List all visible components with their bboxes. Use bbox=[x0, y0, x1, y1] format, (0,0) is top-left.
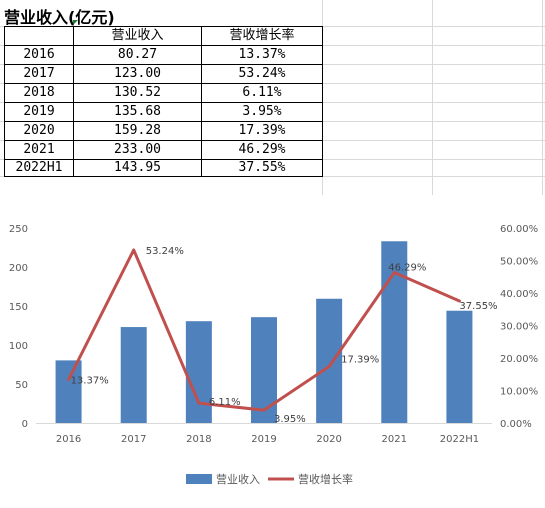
cell-year[interactable]: 2020 bbox=[23, 123, 55, 138]
table-border bbox=[4, 64, 322, 65]
growth-data-label: 53.24% bbox=[146, 246, 184, 257]
chart-svg: 0 50 100 150 200 250 0.00% 10.00% 20.00% 30.00% 40… bbox=[0, 195, 545, 504]
y-left-tick-label: 0 bbox=[22, 419, 28, 430]
cell-growth[interactable]: 53.24% bbox=[238, 66, 286, 81]
x-tick-label: 2017 bbox=[121, 434, 146, 445]
y-left-tick-label: 250 bbox=[9, 224, 28, 235]
cell-year[interactable]: 2022H1 bbox=[15, 160, 63, 175]
growth-data-label: 37.55% bbox=[459, 301, 497, 312]
growth-data-label: 6.11% bbox=[209, 397, 241, 408]
growth-data-label: 3.95% bbox=[274, 414, 306, 425]
cell-year[interactable]: 2016 bbox=[23, 47, 55, 62]
table-border bbox=[4, 83, 322, 84]
cell-revenue[interactable]: 143.95 bbox=[114, 160, 161, 175]
cell-growth[interactable]: 17.39% bbox=[238, 123, 286, 138]
cell-revenue[interactable]: 80.27 bbox=[117, 47, 158, 62]
y-left-tick-label: 150 bbox=[9, 302, 28, 313]
cell-revenue[interactable]: 159.28 bbox=[114, 123, 161, 138]
table-border bbox=[4, 159, 322, 160]
sheet-gridline bbox=[432, 0, 433, 195]
cell-revenue[interactable]: 130.52 bbox=[114, 85, 161, 100]
revenue-bar bbox=[120, 327, 147, 423]
header-cell-growth[interactable]: 营收增长率 bbox=[229, 28, 295, 43]
cell-year[interactable]: 2019 bbox=[23, 104, 55, 119]
cell-growth[interactable]: 13.37% bbox=[238, 47, 286, 62]
header-cell-revenue[interactable]: 营业收入 bbox=[111, 28, 164, 43]
revenue-bar bbox=[316, 298, 343, 423]
legend-growth-label: 营收增长率 bbox=[298, 472, 353, 486]
growth-data-label: 13.37% bbox=[71, 376, 109, 387]
table-border bbox=[4, 45, 322, 46]
table-border bbox=[4, 26, 322, 27]
revenue-bar bbox=[55, 360, 82, 423]
revenue-bar bbox=[251, 317, 277, 423]
y-right-tick-label: 40.00% bbox=[500, 289, 538, 300]
y-left-tick-label: 100 bbox=[9, 341, 28, 352]
cell-revenue[interactable]: 123.00 bbox=[114, 66, 161, 81]
cell-revenue[interactable]: 233.00 bbox=[114, 142, 161, 157]
cell-year[interactable]: 2021 bbox=[23, 142, 55, 157]
cell-growth[interactable]: 3.95% bbox=[242, 104, 282, 119]
table-border bbox=[4, 176, 322, 177]
x-tick-label: 2018 bbox=[186, 434, 211, 445]
table-border bbox=[322, 26, 323, 177]
y-left-tick-label: 200 bbox=[9, 263, 28, 274]
x-tick-label: 2021 bbox=[382, 434, 407, 445]
legend-revenue-label: 营业收入 bbox=[216, 472, 260, 486]
fill-handle-marker bbox=[73, 20, 78, 25]
cell-year[interactable]: 2018 bbox=[23, 85, 55, 100]
y-left-tick-label: 50 bbox=[15, 380, 28, 391]
cell-growth[interactable]: 37.55% bbox=[238, 160, 286, 175]
legend-revenue-swatch bbox=[186, 474, 212, 484]
table-border bbox=[73, 26, 74, 177]
growth-data-label: 46.29% bbox=[388, 263, 426, 274]
cell-growth[interactable]: 6.11% bbox=[242, 85, 282, 100]
sheet-title[interactable]: 营业收入(亿元) bbox=[4, 8, 115, 27]
y-right-tick-label: 0.00% bbox=[500, 419, 532, 430]
y-right-tick-label: 10.00% bbox=[500, 387, 538, 398]
x-tick-label: 2016 bbox=[56, 434, 81, 445]
y-right-tick-label: 50.00% bbox=[500, 257, 538, 268]
x-tick-label: 2020 bbox=[316, 434, 341, 445]
cell-growth[interactable]: 46.29% bbox=[238, 142, 286, 157]
x-tick-label: 2022H1 bbox=[440, 434, 479, 445]
combo-chart[interactable]: 0 50 100 150 200 250 0.00% 10.00% 20.00% 30.00% 40… bbox=[0, 195, 545, 504]
revenue-bar bbox=[185, 321, 212, 423]
x-tick-label: 2019 bbox=[251, 434, 276, 445]
table-border bbox=[201, 26, 202, 177]
y-right-tick-label: 20.00% bbox=[500, 354, 538, 365]
y-right-tick-label: 60.00% bbox=[500, 224, 538, 235]
table-border bbox=[4, 140, 322, 141]
cell-revenue[interactable]: 135.68 bbox=[114, 104, 161, 119]
table-border bbox=[4, 26, 5, 177]
sheet-gridline bbox=[542, 0, 543, 195]
growth-data-label: 17.39% bbox=[341, 354, 379, 365]
growth-rate-line bbox=[67, 248, 461, 412]
revenue-bar bbox=[446, 310, 473, 423]
table-border bbox=[4, 102, 322, 103]
y-right-tick-label: 30.00% bbox=[500, 322, 538, 333]
table-border bbox=[4, 121, 322, 122]
cell-year[interactable]: 2017 bbox=[23, 66, 55, 81]
